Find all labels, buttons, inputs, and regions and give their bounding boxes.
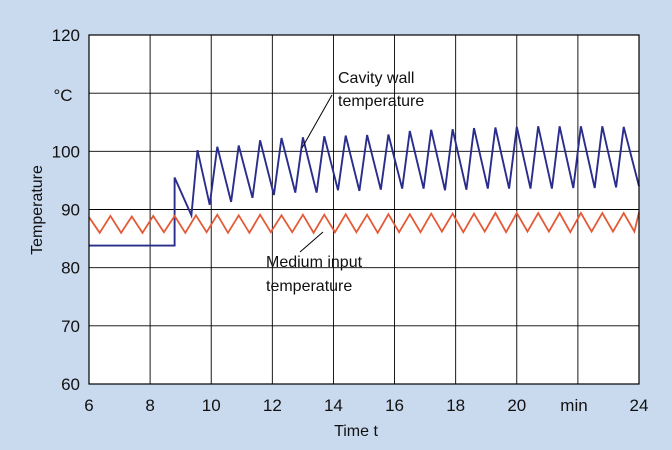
grid: [89, 35, 639, 384]
annotation-cavity-wall-leader: [301, 94, 333, 149]
y-tick-labels: 60 70 80 90 100 120: [52, 26, 80, 394]
x-tick-label: 24: [630, 396, 649, 415]
annotation-medium-input: Medium input temperature: [266, 231, 363, 295]
annotation-cavity-wall: Cavity wall temperature: [301, 70, 424, 149]
x-tick-label: 10: [202, 396, 221, 415]
x-tick-label: 16: [385, 396, 404, 415]
x-tick-label: 12: [263, 396, 282, 415]
x-tick-label: 14: [324, 396, 343, 415]
y-tick-label: 60: [61, 375, 80, 394]
annotation-medium-input-line1: Medium input: [266, 254, 363, 271]
x-axis-title: Time t: [334, 423, 378, 440]
series-line-medium-input: [88, 211, 640, 235]
y-tick-label: 80: [61, 259, 80, 278]
annotation-cavity-wall-line2: temperature: [338, 93, 424, 110]
y-axis-title: Temperature: [29, 165, 46, 255]
x-tick-label: 18: [446, 396, 465, 415]
y-unit-label: °C: [53, 86, 72, 105]
x-tick-label: 8: [145, 396, 154, 415]
series-layer: [88, 126, 640, 247]
annotation-medium-input-leader: [299, 231, 324, 253]
y-tick-label: 100: [52, 142, 80, 161]
x-tick-label: 20: [507, 396, 526, 415]
y-tick-label: 120: [52, 26, 80, 45]
plot-frame: [88, 34, 640, 385]
x-unit-label: min: [560, 396, 587, 415]
x-tick-label: 6: [84, 396, 93, 415]
x-tick-labels: 6 8 10 12 14 16 18 20 24: [84, 396, 648, 415]
y-tick-label: 70: [61, 317, 80, 336]
annotation-cavity-wall-line1: Cavity wall: [338, 70, 414, 87]
annotation-medium-input-line2: temperature: [266, 278, 352, 295]
y-tick-label: 90: [61, 201, 80, 220]
series-line-cavity-wall: [89, 126, 640, 247]
